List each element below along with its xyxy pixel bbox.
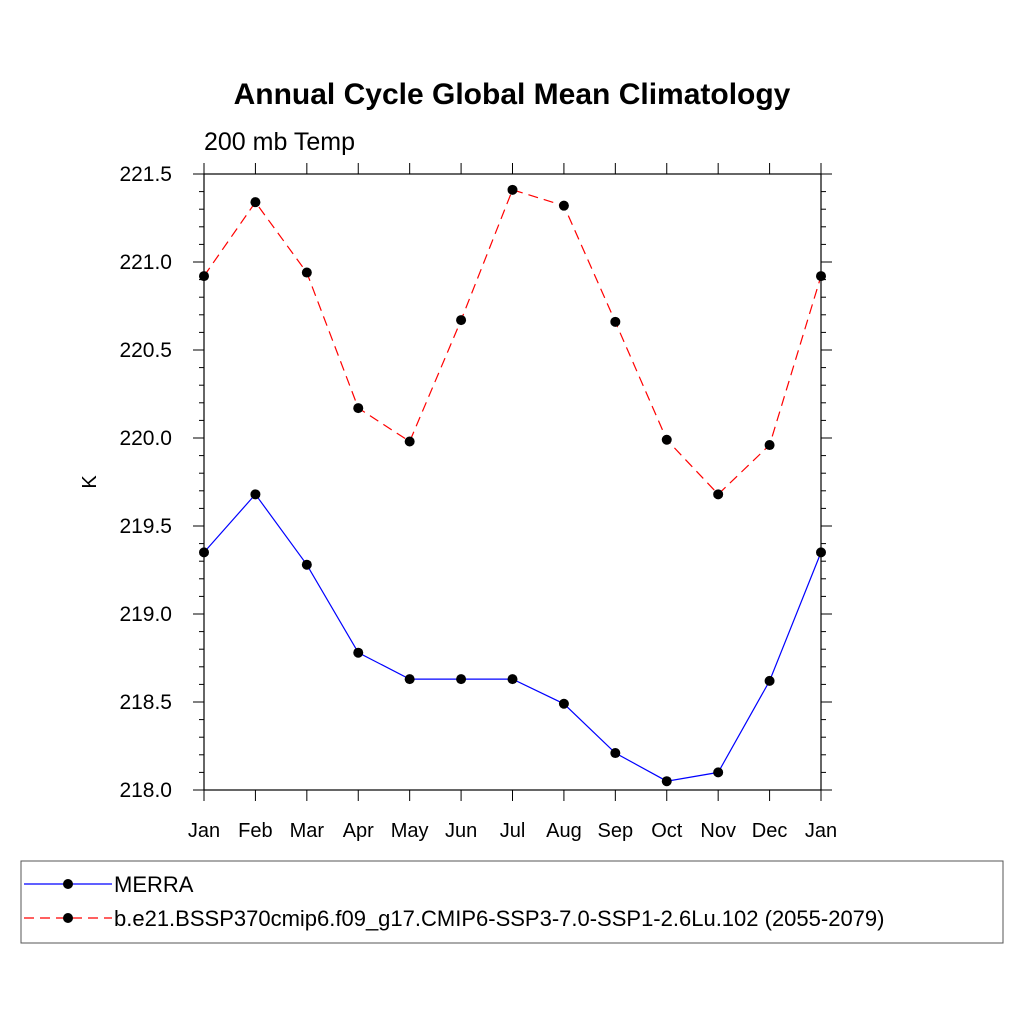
data-point-series-1 — [301, 267, 312, 278]
x-tick-label: Jun — [445, 820, 477, 842]
data-point-series-1 — [353, 403, 364, 414]
data-point-series-0 — [558, 698, 569, 709]
series-line-1 — [203, 189, 822, 496]
data-point-series-0 — [661, 776, 672, 787]
data-point-series-1 — [661, 434, 672, 445]
data-point-series-0 — [713, 767, 724, 778]
data-point-series-1 — [816, 271, 826, 282]
data-point-series-1 — [404, 436, 415, 447]
x-tick-label: Mar — [290, 820, 325, 842]
data-point-series-0 — [353, 647, 364, 658]
data-point-series-1 — [610, 316, 621, 327]
data-point-series-1 — [199, 271, 209, 282]
data-point-series-0 — [507, 674, 518, 685]
data-point-series-1 — [507, 184, 518, 195]
x-tick-label: Nov — [700, 820, 736, 842]
legend-marker-1 — [63, 913, 73, 923]
data-point-series-0 — [199, 547, 209, 558]
x-tick-label: Dec — [752, 820, 788, 842]
x-tick-label: Oct — [651, 820, 683, 842]
data-point-series-0 — [764, 675, 775, 686]
x-tick-label: Jan — [188, 820, 220, 842]
chart-subtitle: 200 mb Temp — [204, 128, 355, 156]
y-tick-label: 220.5 — [119, 339, 172, 362]
plot-area: 218.0 218.5 219.0 219.5 220.0 220.5 221.0 221.5… — [79, 163, 837, 842]
legend-label-0: MERRA — [114, 872, 194, 897]
x-tick-label: Jul — [500, 820, 526, 842]
y-tick-label: 219.0 — [119, 603, 172, 626]
legend-label-1: b.e21.BSSP370cmip6.f09_g17.CMIP6-SSP3-7.… — [114, 906, 884, 931]
data-point-series-0 — [404, 674, 415, 685]
data-point-series-1 — [713, 489, 724, 500]
legend: MERRA b.e21.BSSP370cmip6.f09_g17.CMIP6-SS… — [20, 860, 1004, 944]
y-axis-label: K — [79, 475, 101, 489]
series-line-0 — [203, 493, 822, 782]
plot-frame — [203, 173, 822, 791]
data-point-series-0 — [250, 489, 261, 500]
data-point-series-0 — [610, 748, 621, 759]
data-point-series-1 — [456, 315, 467, 326]
legend-box — [20, 860, 1004, 944]
x-tick-label: Apr — [343, 820, 374, 842]
data-point-series-1 — [764, 440, 775, 451]
y-tick-label: 218.0 — [119, 779, 172, 802]
data-point-series-1 — [558, 200, 569, 211]
x-tick-label: Feb — [238, 820, 272, 842]
legend-marker-0 — [63, 879, 73, 889]
x-tick-label: Sep — [598, 820, 634, 842]
y-tick-label: 221.5 — [119, 163, 172, 186]
x-tick-label: Aug — [546, 820, 582, 842]
y-tick-label: 218.5 — [119, 691, 172, 714]
x-tick-label: Jan — [805, 820, 837, 842]
chart-title: Annual Cycle Global Mean Climatology — [234, 78, 791, 111]
data-point-series-0 — [816, 547, 826, 558]
data-point-series-0 — [456, 674, 467, 685]
data-point-series-1 — [250, 197, 261, 208]
y-tick-label: 219.5 — [119, 515, 172, 538]
y-tick-label: 221.0 — [119, 251, 172, 274]
y-tick-label: 220.0 — [119, 427, 172, 450]
x-tick-label: May — [391, 820, 429, 842]
data-point-series-0 — [301, 559, 312, 570]
